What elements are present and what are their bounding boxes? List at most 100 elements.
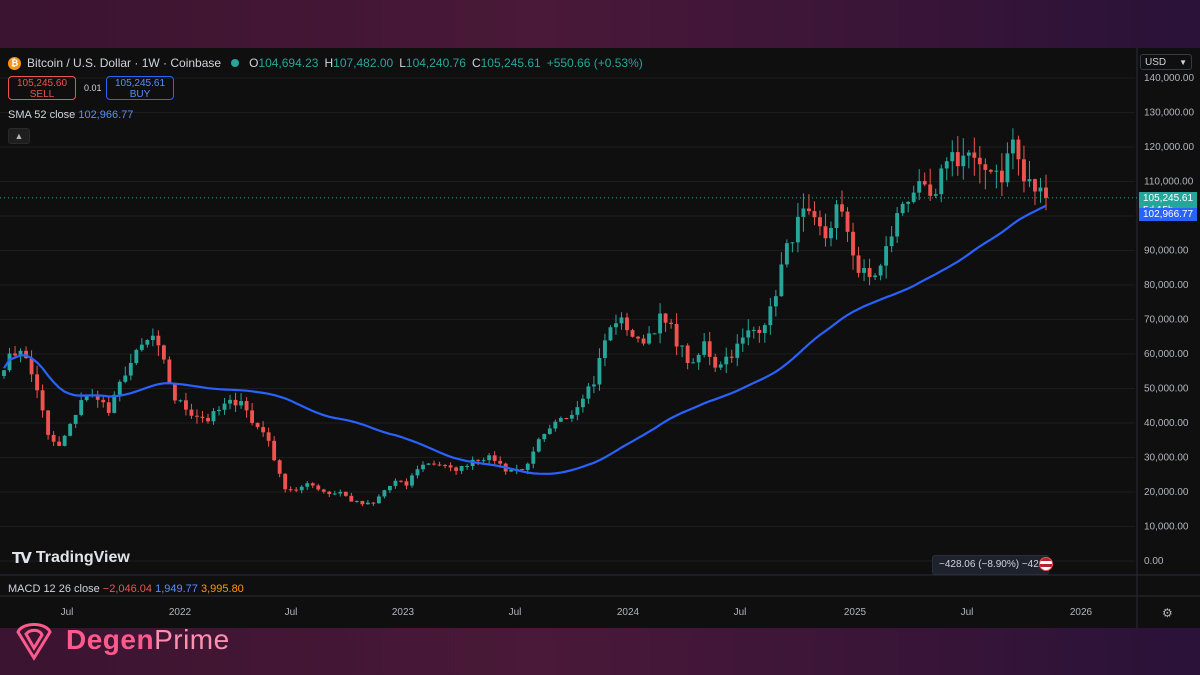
candle-body <box>211 411 216 422</box>
buy-button[interactable]: 105,245.61 BUY <box>106 76 174 100</box>
candle-body <box>961 155 966 167</box>
candle-body <box>856 255 861 273</box>
candle-body <box>795 216 800 243</box>
candle-body <box>829 228 833 239</box>
candle-body <box>917 181 922 193</box>
candle-body <box>1033 179 1037 192</box>
price-tick-label: 90,000.00 <box>1144 246 1189 257</box>
candle-body <box>972 152 977 158</box>
candle-body <box>933 194 938 196</box>
candle-body <box>994 170 999 172</box>
price-tick-label: 20,000.00 <box>1144 487 1189 498</box>
candle-body <box>40 390 45 411</box>
candle-body <box>112 394 117 413</box>
sell-button[interactable]: 105,245.60 SELL <box>8 76 76 100</box>
candle-body <box>647 333 651 344</box>
candle-body <box>332 493 337 495</box>
candle-body <box>376 496 381 504</box>
candle-body <box>288 489 293 491</box>
candle-body <box>536 439 541 452</box>
sma-legend[interactable]: SMA 52 close 102,966.77 <box>8 109 133 121</box>
candle-body <box>834 204 839 229</box>
candle-body <box>740 337 745 344</box>
candle-body <box>101 399 106 403</box>
candle-body <box>321 489 326 492</box>
candle-body <box>636 336 640 339</box>
candle-body <box>779 264 784 297</box>
sell-label: SELL <box>29 89 55 100</box>
candle-body <box>57 441 62 446</box>
candle-body <box>619 317 624 324</box>
candle-body <box>547 428 552 434</box>
candle-body <box>365 502 370 505</box>
candle-body <box>889 236 894 247</box>
candle-body <box>580 398 585 408</box>
candle-body <box>415 469 420 476</box>
price-tick-label: 110,000.00 <box>1144 177 1194 188</box>
candle-body <box>977 157 982 165</box>
candle-body <box>614 323 618 328</box>
buy-label: BUY <box>129 89 151 100</box>
candle-body <box>29 358 34 375</box>
symbol-legend[interactable]: ₿ Bitcoin / U.S. Dollar · 1W · Coinbase … <box>8 56 643 70</box>
settings-gear-icon[interactable]: ⚙ <box>1162 606 1173 620</box>
candle-body <box>603 340 607 359</box>
candle-body <box>448 465 453 468</box>
candle-body <box>73 414 78 424</box>
candle-body <box>818 217 822 227</box>
candle-body <box>228 399 232 404</box>
candle-body <box>564 418 569 420</box>
candle-body <box>476 459 481 461</box>
candle-body <box>156 335 161 346</box>
candle-body <box>641 338 646 344</box>
tradingview-icon: 𝗧𝗩 <box>12 550 32 567</box>
candle-body <box>669 322 674 324</box>
candle-body <box>1010 139 1015 154</box>
time-axis[interactable]: Jul 2022 Jul 2023 Jul 2024 Jul 2025 Jul 2026 <box>61 607 1093 618</box>
price-axis[interactable]: 140,000.00 130,000.00 120,000.00 110,000.00… <box>1144 73 1194 567</box>
macd-value-2: 1,949.77 <box>155 583 198 595</box>
macd-legend[interactable]: MACD 12 26 close −2,046.04 1,949.77 3,99… <box>8 583 244 595</box>
candle-body <box>387 485 392 491</box>
candle-body <box>13 353 17 356</box>
measure-label: −428.06 (−8.90%) −42, <box>932 555 1049 575</box>
candle-body <box>244 401 249 411</box>
high-label: H <box>324 56 334 70</box>
candle-body <box>465 466 470 468</box>
candle-body <box>117 381 122 395</box>
candle-body <box>520 469 525 471</box>
candle-body <box>862 268 866 273</box>
time-tick-label: Jul <box>509 607 522 618</box>
chart-canvas[interactable]: 140,000.00 130,000.00 120,000.00 110,000.00… <box>0 48 1200 628</box>
candle-body <box>729 356 734 358</box>
candle-body <box>200 416 205 418</box>
collapse-legend-button[interactable]: ▲ <box>8 128 30 144</box>
currency-select[interactable]: USD ▼ <box>1140 54 1192 70</box>
candle-body <box>873 275 878 278</box>
candle-body <box>751 329 756 331</box>
candle-body <box>652 333 657 335</box>
brand-part-1: Degen <box>66 624 155 655</box>
candle-body <box>310 483 315 486</box>
candle-body <box>299 486 304 491</box>
candle-body <box>531 451 536 464</box>
brand-part-2: Prime <box>154 624 230 655</box>
close-value: 105,245.61 <box>480 56 541 70</box>
symbol-title[interactable]: Bitcoin / U.S. Dollar · 1W · Coinbase <box>27 56 222 70</box>
candle-body <box>586 386 591 399</box>
candle-body <box>702 341 707 355</box>
chart-panel[interactable]: 140,000.00 130,000.00 120,000.00 110,000.00… <box>0 48 1200 628</box>
candle-body <box>454 467 459 471</box>
buy-price: 105,245.61 <box>114 78 166 89</box>
tradingview-logo[interactable]: 𝗧𝗩 TradingView <box>12 549 130 567</box>
price-tick-label: 140,000.00 <box>1144 73 1194 84</box>
close-label: C <box>471 56 481 70</box>
grid-lines <box>0 77 1135 562</box>
candle-body <box>867 268 872 278</box>
time-tick-label: Jul <box>61 607 74 618</box>
candle-body <box>106 402 111 413</box>
candle-body <box>591 384 596 387</box>
macd-label: MACD 12 26 close <box>8 583 100 595</box>
candle-body <box>410 475 414 486</box>
us-flag-icon[interactable] <box>1039 557 1053 571</box>
